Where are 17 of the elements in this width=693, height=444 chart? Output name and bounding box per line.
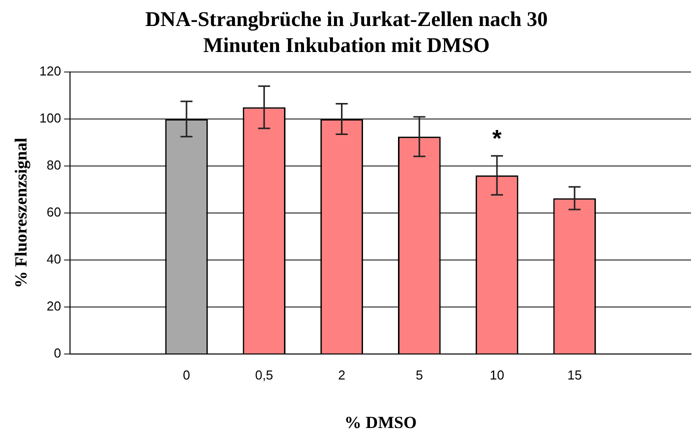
y-tick-label: 120 bbox=[39, 64, 62, 79]
y-tick-label: 0 bbox=[54, 346, 62, 361]
y-tick-label: 60 bbox=[46, 204, 62, 220]
annotation: * bbox=[492, 126, 502, 153]
chart-title: DNA-Strangbrüche in Jurkat-Zellen nach 30 Minuten Inkubation mit DMSO bbox=[144, 6, 549, 58]
y-axis-title: % Fluoreszenzsignal bbox=[12, 138, 31, 288]
y-tick-label: 100 bbox=[39, 110, 62, 126]
x-tick-label: 2 bbox=[338, 367, 346, 382]
x-tick-label: 5 bbox=[416, 367, 423, 382]
y-tick-label: 40 bbox=[46, 252, 62, 267]
y-tick-label: 20 bbox=[46, 298, 62, 314]
x-tick-label: 0,5 bbox=[255, 367, 274, 382]
x-tick-label: 10 bbox=[490, 367, 504, 382]
y-tick-label: 80 bbox=[46, 158, 62, 173]
x-tick-label: 15 bbox=[567, 367, 582, 382]
x-tick-label: 0 bbox=[182, 367, 190, 382]
x-axis-title: % DMSO bbox=[344, 413, 417, 432]
